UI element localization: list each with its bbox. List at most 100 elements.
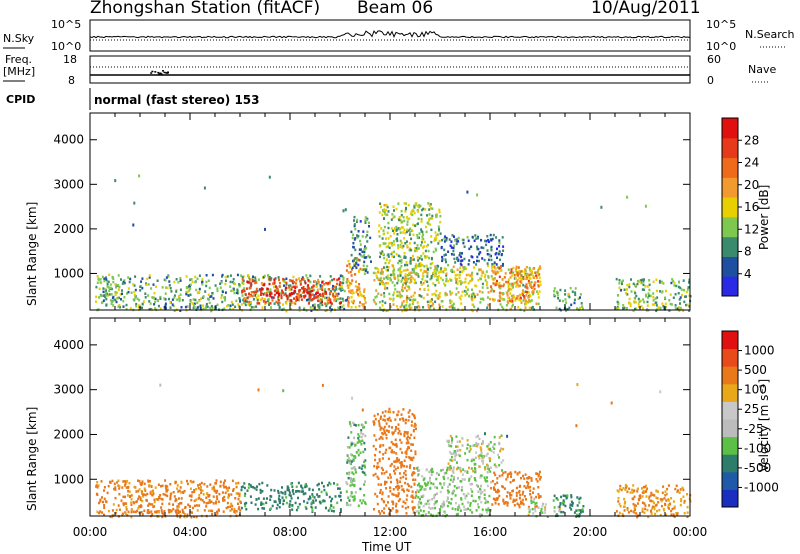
echo-cell-6 [512,498,515,502]
echo-cell-1 [339,494,342,498]
sparse-echo-cell [575,424,578,428]
echo-cell-5 [383,210,386,213]
echo-cell-2 [348,459,351,463]
echo-cell-5 [456,449,459,452]
echo-cell-0 [232,307,235,311]
echo-cell-3 [412,508,415,511]
echo-cell-5 [481,456,484,460]
echo-cell-9 [665,492,668,496]
echo-cell-0 [188,494,191,497]
echo-cell-6 [512,286,514,289]
echo-cell-3 [399,476,402,480]
echo-cell-0 [165,276,168,279]
echo-cell-7 [557,506,560,509]
echo-cell-3 [389,490,392,493]
echo-cell-2 [286,297,289,300]
echo-cell-1 [311,298,314,301]
echo-cell-2 [364,501,366,504]
echo-cell-0 [177,497,180,500]
echo-cell-1 [325,493,328,496]
echo-cell-1 [260,293,262,296]
echo-cell-9 [668,507,670,510]
echo-cell-0 [222,497,224,500]
echo-cell-3 [404,473,407,477]
echo-cell-9 [636,490,639,493]
echo-cell-3 [347,300,350,303]
echo-cell-7 [534,502,537,505]
echo-cell-5 [386,231,389,235]
echo-cell-4 [469,502,472,505]
echo-cell-4 [424,487,427,491]
echo-cell-0 [106,285,109,288]
echo-cell-0 [99,500,102,503]
echo-cell-6 [524,473,527,476]
echo-cell-3 [381,411,384,414]
echo-cell-8 [569,503,572,506]
echo-cell-10 [688,281,690,284]
echo-cell-0 [283,284,286,287]
echo-cell-6 [538,478,541,481]
echo-cell-2 [349,424,352,428]
echo-cell-0 [234,497,237,500]
echo-cell-6 [529,277,532,280]
echo-cell-6 [519,272,522,276]
echo-cell-0 [177,511,180,514]
echo-cell-0 [101,275,104,279]
echo-cell-0 [231,280,234,284]
echo-cell-0 [125,303,128,307]
echo-cell-2 [346,472,348,475]
echo-cell-7 [558,507,561,511]
echo-cell-10 [648,283,651,287]
echo-cell-7 [544,508,547,512]
echo-cell-0 [176,508,179,511]
echo-cell-6 [529,485,532,489]
echo-cell-7 [502,249,505,252]
echo-cell-6 [484,279,487,282]
echo-cell-8 [503,276,506,279]
echo-cell-1 [260,282,263,285]
echo-cell-5 [420,254,423,258]
echo-cell-6 [493,486,495,489]
echo-cell-0 [193,499,196,503]
echo-cell-1 [266,484,269,487]
echo-cell-1 [271,299,274,302]
echo-cell-3 [399,461,402,464]
echo-cell-0 [193,306,196,309]
echo-cell-6 [522,490,525,494]
echo-cell-6 [434,265,437,268]
echo-cell-5 [451,437,454,440]
echo-cell-5 [480,442,483,446]
echo-cell-10 [672,296,675,299]
echo-cell-9 [619,505,622,508]
echo-cell-5 [416,234,419,237]
echo-cell-5 [458,454,461,458]
echo-cell-0 [244,303,247,307]
echo-cell-3 [362,306,365,309]
echo-cell-1 [326,484,329,487]
echo-cell-1 [289,494,292,497]
echo-cell-0 [109,286,112,290]
echo-cell-1 [323,488,326,492]
echo-cell-0 [235,485,238,489]
echo-cell-5 [456,461,458,464]
echo-cell-2 [353,497,356,501]
echo-cell-0 [339,285,341,288]
sparse-echo-cell [114,179,117,183]
y-tick-label: 3000 [53,177,84,191]
echo-cell-1 [312,501,315,504]
echo-cell-8 [533,287,536,291]
echo-cell-4 [445,471,448,475]
echo-cell-5 [392,229,394,232]
echo-cell-4 [353,224,356,228]
echo-cell-0 [257,278,260,281]
echo-cell-0 [199,483,201,486]
echo-cell-3 [401,505,404,508]
echo-cell-1 [303,500,305,503]
echo-cell-5 [385,245,388,249]
echo-cell-5 [385,276,388,279]
echo-cell-2 [363,441,366,445]
echo-cell-4 [457,506,460,509]
echo-cell-1 [247,486,250,489]
echo-cell-1 [278,501,281,505]
echo-cell-0 [241,281,244,284]
